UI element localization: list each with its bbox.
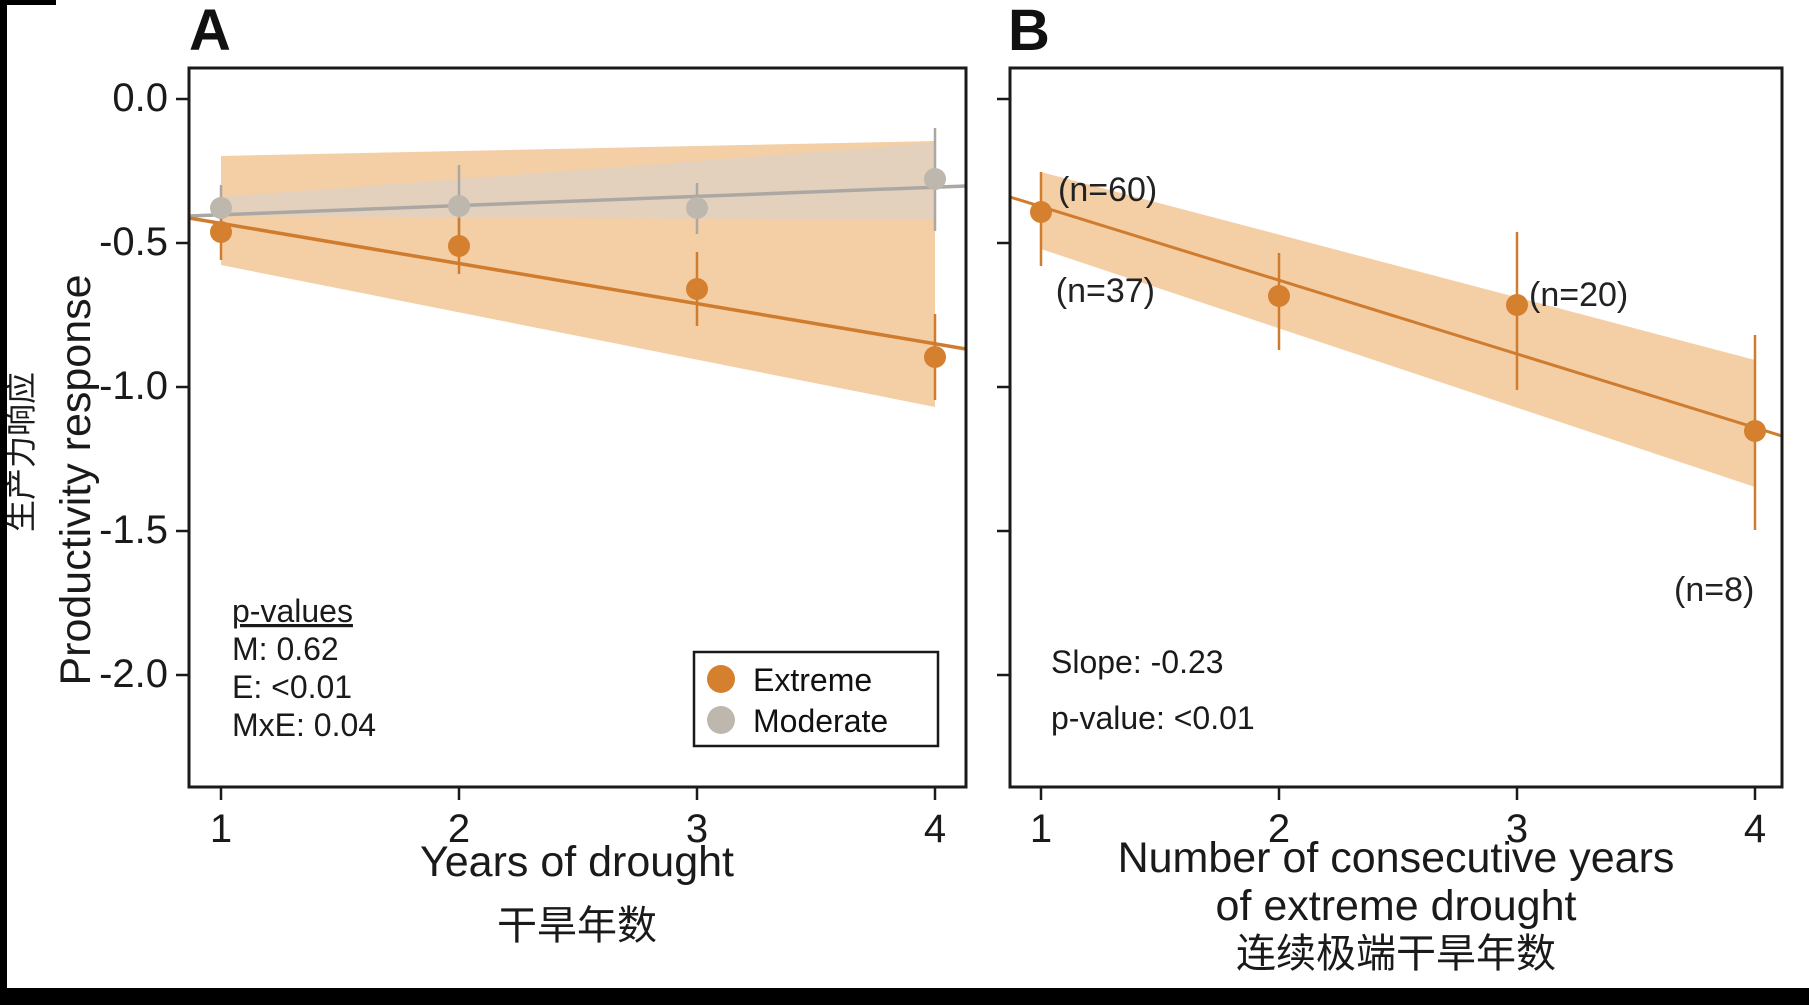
svg-text:-2.0: -2.0 <box>99 652 168 696</box>
svg-text:4: 4 <box>924 807 946 851</box>
svg-text:(n=37): (n=37) <box>1056 272 1155 310</box>
svg-text:Productivity response: Productivity response <box>52 274 100 685</box>
svg-text:4: 4 <box>1744 807 1766 851</box>
svg-text:p-value: <0.01: p-value: <0.01 <box>1051 700 1255 736</box>
svg-text:1: 1 <box>210 807 232 851</box>
svg-text:干旱年数: 干旱年数 <box>497 904 657 948</box>
svg-text:连续极端干旱年数: 连续极端干旱年数 <box>1236 932 1556 976</box>
svg-text:B: B <box>1008 0 1050 63</box>
svg-text:(n=8): (n=8) <box>1674 571 1754 609</box>
svg-text:of extreme drought: of extreme drought <box>1216 882 1577 930</box>
svg-text:0.0: 0.0 <box>112 76 168 120</box>
svg-text:A: A <box>189 0 231 63</box>
svg-text:-1.0: -1.0 <box>99 364 168 408</box>
svg-text:E: <0.01: E: <0.01 <box>232 669 352 705</box>
svg-text:p-values: p-values <box>232 593 353 629</box>
svg-text:-1.5: -1.5 <box>99 508 168 552</box>
svg-text:M: 0.62: M: 0.62 <box>232 631 339 667</box>
svg-text:MxE: 0.04: MxE: 0.04 <box>232 707 376 743</box>
svg-text:Years of drought: Years of drought <box>420 838 734 886</box>
svg-text:(n=60): (n=60) <box>1058 171 1157 209</box>
svg-text:Moderate: Moderate <box>753 703 888 739</box>
svg-text:Extreme: Extreme <box>753 662 872 698</box>
svg-text:-0.5: -0.5 <box>99 220 168 264</box>
svg-text:1: 1 <box>1030 807 1052 851</box>
svg-text:(n=20): (n=20) <box>1529 276 1628 314</box>
svg-text:Slope: -0.23: Slope: -0.23 <box>1051 644 1224 680</box>
svg-text:Number of consecutive years: Number of consecutive years <box>1118 834 1675 882</box>
svg-text:生产力响应: 生产力响应 <box>3 372 39 532</box>
